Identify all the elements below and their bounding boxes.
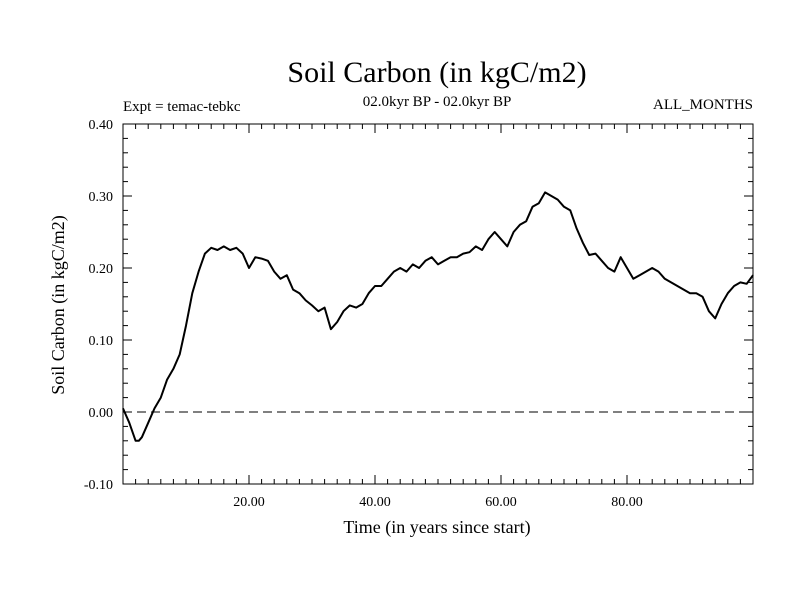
y-tick-label: 0.00 (89, 406, 114, 421)
experiment-label: Expt = temac-tebkc (123, 99, 241, 115)
y-axis-label: Soil Carbon (in kgC/m2) (48, 215, 69, 395)
plot-area: 20.00 40.00 60.00 80.00 -0.10 0.00 0.10 0.20 0.3… (84, 118, 754, 510)
plot-frame (122, 123, 754, 485)
x-tick-label: 60.00 (485, 495, 517, 510)
time-range-label: 02.0kyr BP - 02.0kyr BP (363, 94, 512, 110)
x-tick-label: 80.00 (611, 495, 643, 510)
y-tick-label: 0.30 (89, 190, 114, 205)
y-tick-label: 0.40 (89, 118, 114, 133)
soil-carbon-series-line (122, 191, 754, 442)
x-axis-label: Time (in years since start) (343, 517, 530, 538)
y-tick-label: -0.10 (84, 478, 113, 493)
y-tick-label: 0.10 (89, 334, 114, 349)
x-tick-label: 40.00 (359, 495, 391, 510)
x-tick-label: 20.00 (233, 495, 265, 510)
y-tick-label: 0.20 (89, 262, 114, 277)
chart-title: Soil Carbon (in kgC/m2) (287, 56, 586, 89)
months-label: ALL_MONTHS (653, 97, 753, 113)
